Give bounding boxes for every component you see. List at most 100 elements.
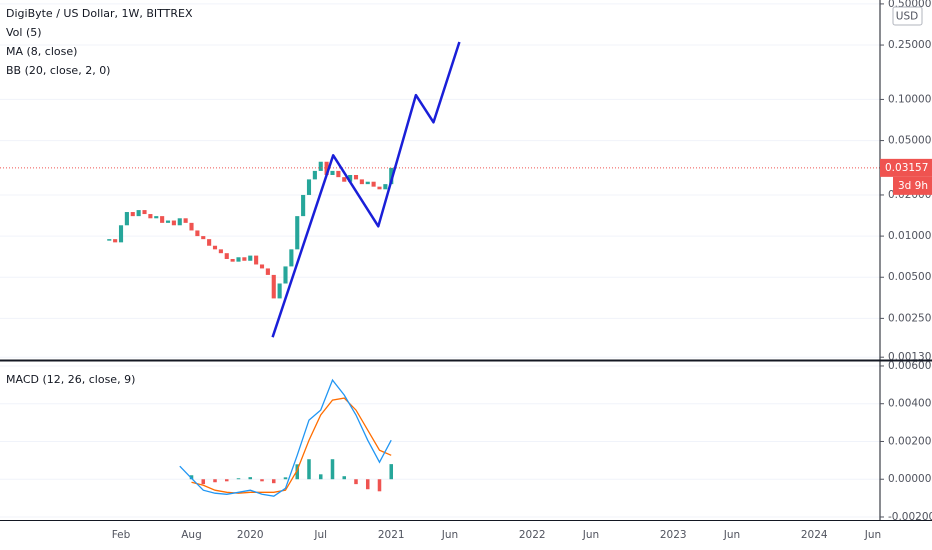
chart-title: DigiByte / US Dollar, 1W, BITTREX bbox=[6, 7, 193, 20]
candle bbox=[348, 174, 353, 182]
signal-line bbox=[191, 397, 392, 494]
y-tick-label: 0.50000 bbox=[888, 0, 931, 10]
candle bbox=[342, 177, 347, 182]
y-tick-label: 0.00600 bbox=[888, 360, 931, 372]
macd-line bbox=[179, 378, 392, 497]
indicator-label: Vol (5) bbox=[6, 26, 42, 39]
currency[interactable]: USD bbox=[896, 11, 918, 23]
x-tick-label: Jun bbox=[582, 529, 599, 541]
candle bbox=[142, 210, 147, 215]
histogram-bar bbox=[189, 475, 194, 480]
candle bbox=[171, 220, 176, 226]
y-tick-label: 0.00200 bbox=[888, 435, 931, 447]
candle bbox=[118, 225, 124, 243]
x-tick-label: Feb bbox=[112, 529, 131, 541]
countdown: 3d 9h bbox=[898, 180, 928, 192]
candle bbox=[236, 257, 241, 262]
candle bbox=[224, 253, 229, 259]
histogram-bar bbox=[260, 479, 264, 482]
candle bbox=[189, 222, 194, 231]
candle bbox=[336, 170, 341, 178]
y-tick-label: 0.25000 bbox=[888, 39, 931, 51]
y-tick-label: -0.00200 bbox=[888, 511, 932, 523]
y-tick-label: 0.00130 bbox=[888, 351, 931, 363]
candle bbox=[148, 214, 153, 219]
candle bbox=[124, 212, 129, 226]
x-tick-label: Aug bbox=[181, 529, 202, 541]
candle bbox=[312, 170, 317, 180]
candle bbox=[177, 218, 182, 226]
histogram-bar bbox=[365, 479, 370, 490]
candle bbox=[195, 230, 200, 237]
y-tick-label: 0.00250 bbox=[888, 312, 931, 324]
candle bbox=[353, 174, 359, 180]
x-tick-label: 2023 bbox=[660, 529, 687, 541]
currency-box[interactable] bbox=[892, 6, 923, 26]
candle bbox=[230, 258, 235, 262]
plot bbox=[0, 41, 880, 497]
x-tick-label: Jun bbox=[723, 529, 740, 541]
candle bbox=[212, 245, 218, 250]
candle bbox=[183, 218, 188, 223]
candle bbox=[318, 161, 323, 171]
x-tick-label: 2020 bbox=[237, 529, 264, 541]
candle bbox=[207, 239, 212, 246]
candle bbox=[295, 216, 300, 250]
candle bbox=[389, 167, 394, 185]
candle bbox=[383, 184, 388, 190]
indicator-label: MA (8, close) bbox=[6, 45, 77, 58]
histogram-bar bbox=[389, 464, 394, 480]
trend-drawing bbox=[271, 41, 461, 338]
candle bbox=[306, 179, 312, 195]
histogram-bar bbox=[318, 474, 323, 480]
last-price-label: 0.03157 bbox=[885, 162, 928, 174]
x-tick-label: Jun bbox=[441, 529, 458, 541]
grid bbox=[0, 3, 880, 518]
countdown-box bbox=[893, 176, 932, 195]
candle bbox=[265, 268, 270, 275]
candle bbox=[259, 264, 265, 269]
x-tick-label: Jun bbox=[864, 529, 881, 541]
candle bbox=[271, 274, 276, 299]
histogram-bar bbox=[248, 477, 253, 480]
histogram-bar bbox=[213, 479, 217, 483]
histogram-bar bbox=[330, 459, 335, 480]
histogram-bar bbox=[295, 464, 300, 480]
axes: Feb Aug 2020 Jul 2021 Jun 2022 Jun 2023 Jun 2024 Ju… bbox=[112, 0, 932, 541]
histogram-bar bbox=[354, 479, 358, 485]
price-axis bbox=[880, 0, 932, 550]
candle bbox=[248, 255, 253, 261]
candle bbox=[242, 257, 247, 261]
candle bbox=[165, 220, 171, 223]
y-tick-label: 0.00000 bbox=[888, 473, 931, 485]
candle bbox=[136, 210, 141, 217]
histogram-bar bbox=[307, 459, 311, 480]
x-tick-label: 2024 bbox=[801, 529, 828, 541]
histogram-bar bbox=[236, 478, 241, 480]
histogram-bar bbox=[201, 479, 206, 485]
y-tick-label: 0.10000 bbox=[888, 93, 931, 105]
candle bbox=[365, 181, 370, 185]
candle bbox=[254, 255, 259, 265]
candle bbox=[359, 179, 364, 185]
candle bbox=[107, 239, 112, 241]
candle bbox=[113, 239, 118, 243]
y-tick-label: 0.00500 bbox=[888, 271, 931, 283]
candle bbox=[283, 266, 288, 284]
histogram-bar bbox=[271, 479, 276, 484]
candle bbox=[377, 186, 382, 190]
candle bbox=[160, 216, 165, 223]
histogram-bar bbox=[224, 479, 229, 482]
histogram-bar bbox=[377, 479, 382, 492]
candle bbox=[277, 283, 282, 299]
y-tick-label: 0.05000 bbox=[888, 135, 931, 147]
candle bbox=[324, 161, 329, 175]
histogram-bar bbox=[283, 477, 288, 480]
candle bbox=[301, 194, 306, 217]
x-tick-label: Jul bbox=[313, 529, 327, 541]
indicator-label: MACD (12, 26, close, 9) bbox=[6, 373, 135, 386]
histogram-bar bbox=[342, 476, 347, 480]
y-tick-label: 0.01000 bbox=[888, 230, 931, 242]
y-tick-label: 0.00400 bbox=[888, 398, 931, 410]
candle bbox=[330, 170, 335, 175]
